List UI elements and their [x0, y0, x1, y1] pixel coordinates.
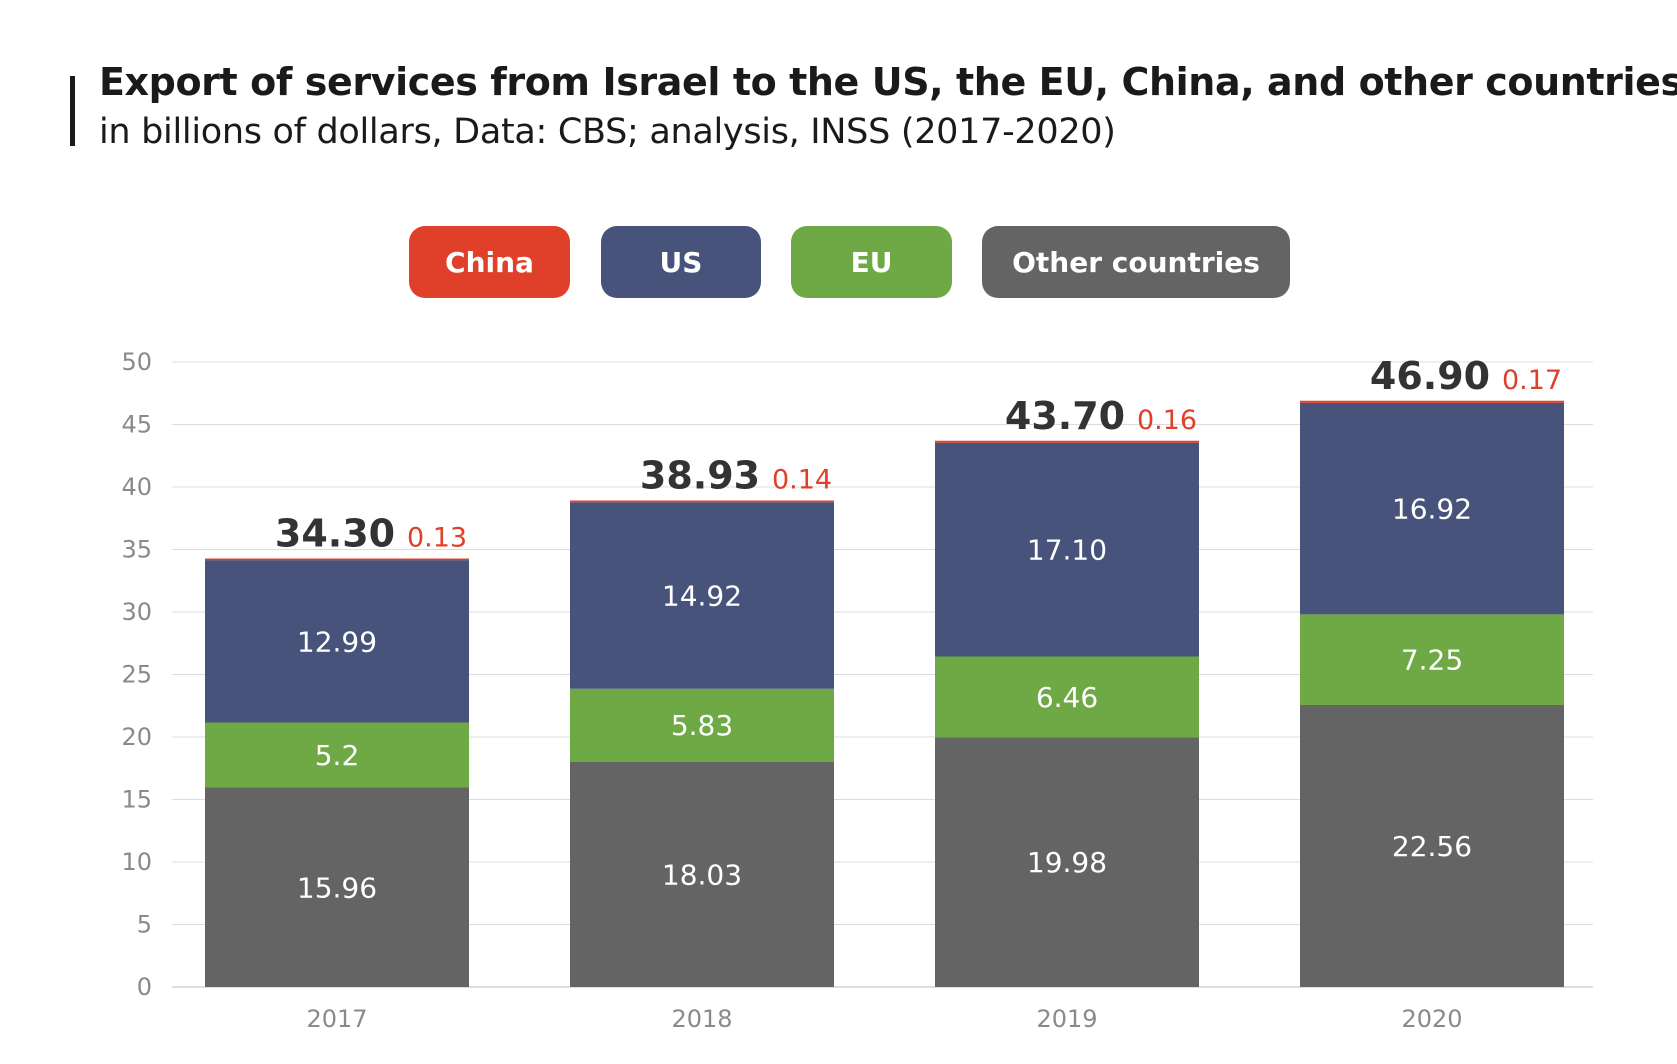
- data-label-us: 17.10: [1027, 534, 1107, 567]
- legend-label-eu: EU: [850, 245, 893, 279]
- data-label-eu: 7.25: [1401, 644, 1463, 677]
- data-label-us: 12.99: [297, 625, 377, 658]
- legend-label-china: China: [445, 245, 534, 279]
- y-tick-label: 25: [121, 661, 152, 689]
- bar-segment-eu: [570, 688, 834, 762]
- legend-item-eu: EU: [791, 226, 952, 298]
- y-tick-label: 30: [121, 598, 152, 626]
- data-label-other-countries: 15.96: [297, 871, 377, 904]
- y-tick-label: 50: [121, 348, 152, 376]
- bar-segment-us: [205, 560, 469, 723]
- x-tick-label: 2020: [1401, 1005, 1462, 1033]
- data-label-other-countries: 18.03: [662, 858, 742, 891]
- x-tick-label: 2019: [1036, 1005, 1097, 1033]
- bar-segment-other-countries: [570, 761, 834, 987]
- bar-segment-other-countries: [205, 787, 469, 987]
- legend-item-other-countries: Other countries: [982, 226, 1290, 298]
- data-label-eu: 5.2: [315, 739, 360, 772]
- data-label-china: 0.16: [1137, 405, 1197, 436]
- bar-segment-us: [935, 442, 1199, 657]
- y-tick-label: 20: [121, 723, 152, 751]
- bar-segment-eu: [205, 722, 469, 788]
- legend-label-us: US: [659, 245, 703, 279]
- bar-segment-eu: [935, 656, 1199, 738]
- chart-title: Export of services from Israel to the US…: [99, 60, 1677, 104]
- title-accent-bar: [70, 76, 75, 146]
- bar-segment-other-countries: [935, 737, 1199, 987]
- data-label-china: 0.13: [407, 523, 467, 554]
- x-tick-label: 2017: [306, 1005, 367, 1033]
- bar-segment-us: [1300, 402, 1564, 615]
- y-tick-label: 15: [121, 786, 152, 814]
- x-tick-label: 2018: [671, 1005, 732, 1033]
- y-tick-label: 40: [121, 473, 152, 501]
- y-tick-label: 45: [121, 411, 152, 439]
- data-label-china: 0.14: [772, 465, 832, 496]
- y-tick-label: 35: [121, 536, 152, 564]
- y-tick-label: 10: [121, 848, 152, 876]
- bar-segment-other-countries: [1300, 705, 1564, 987]
- chart-subtitle: in billions of dollars, Data: CBS; analy…: [99, 112, 1116, 152]
- y-tick-label: 5: [137, 911, 152, 939]
- legend-label-other-countries: Other countries: [1012, 245, 1260, 279]
- data-label-eu: 5.83: [671, 709, 733, 742]
- data-label-us: 14.92: [662, 580, 742, 613]
- total-label: 38.93: [640, 454, 760, 498]
- bar-segment-china: [1300, 400, 1564, 403]
- legend-item-us: US: [601, 226, 761, 298]
- data-label-other-countries: 19.98: [1027, 846, 1107, 879]
- bar-segment-china: [935, 440, 1199, 443]
- bar-segment-china: [205, 558, 469, 561]
- bar-segment-eu: [1300, 614, 1564, 705]
- total-label: 46.90: [1370, 354, 1490, 398]
- data-label-china: 0.17: [1502, 365, 1562, 396]
- y-tick-label: 0: [137, 973, 152, 1001]
- data-label-other-countries: 22.56: [1392, 830, 1472, 863]
- bar-segment-china: [570, 500, 834, 503]
- total-label: 34.30: [275, 512, 395, 556]
- data-label-eu: 6.46: [1036, 681, 1098, 714]
- data-label-us: 16.92: [1392, 493, 1472, 526]
- legend-item-china: China: [409, 226, 570, 298]
- bar-segment-us: [570, 502, 834, 689]
- total-label: 43.70: [1005, 394, 1125, 438]
